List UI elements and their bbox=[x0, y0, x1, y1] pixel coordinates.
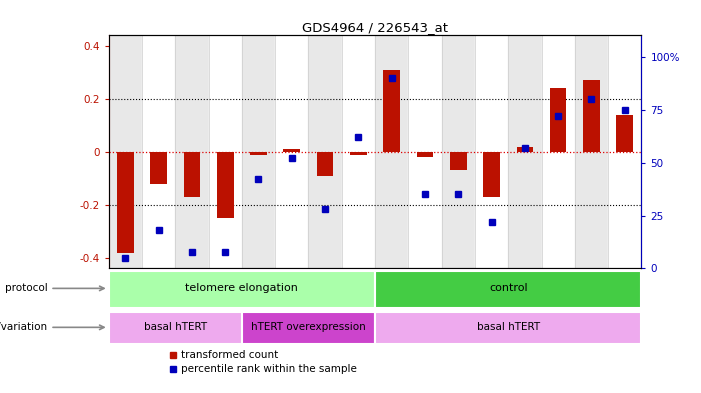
Bar bbox=[184, 152, 200, 197]
Bar bbox=[450, 152, 467, 171]
Bar bbox=[517, 147, 533, 152]
Bar bbox=[483, 152, 500, 197]
Text: control: control bbox=[489, 283, 528, 294]
Bar bbox=[409, 35, 442, 268]
Bar bbox=[616, 115, 633, 152]
Bar bbox=[350, 152, 367, 154]
Text: percentile rank within the sample: percentile rank within the sample bbox=[181, 364, 356, 374]
Text: hTERT overexpression: hTERT overexpression bbox=[251, 322, 366, 332]
Bar bbox=[475, 35, 508, 268]
Bar bbox=[209, 35, 242, 268]
Bar bbox=[608, 35, 641, 268]
Bar bbox=[442, 35, 475, 268]
Text: telomere elongation: telomere elongation bbox=[185, 283, 299, 294]
Bar bbox=[109, 35, 142, 268]
Bar bbox=[342, 35, 375, 268]
Text: basal hTERT: basal hTERT bbox=[477, 322, 540, 332]
Bar bbox=[317, 152, 334, 176]
Text: transformed count: transformed count bbox=[181, 350, 278, 360]
Bar bbox=[383, 70, 400, 152]
Bar bbox=[575, 35, 608, 268]
Bar bbox=[242, 312, 375, 344]
Bar bbox=[583, 81, 600, 152]
Bar bbox=[375, 270, 641, 308]
Text: basal hTERT: basal hTERT bbox=[144, 322, 207, 332]
Bar bbox=[109, 270, 375, 308]
Bar bbox=[308, 35, 342, 268]
Bar bbox=[217, 152, 233, 218]
Bar bbox=[150, 152, 167, 184]
Bar bbox=[375, 35, 409, 268]
Bar bbox=[416, 152, 433, 157]
Bar bbox=[175, 35, 209, 268]
Bar bbox=[283, 149, 300, 152]
Title: GDS4964 / 226543_at: GDS4964 / 226543_at bbox=[302, 21, 448, 34]
Bar bbox=[142, 35, 175, 268]
Bar bbox=[250, 152, 267, 154]
Bar bbox=[508, 35, 542, 268]
Text: protocol: protocol bbox=[5, 283, 104, 294]
Bar bbox=[242, 35, 275, 268]
Bar bbox=[542, 35, 575, 268]
Bar bbox=[375, 312, 641, 344]
Text: genotype/variation: genotype/variation bbox=[0, 322, 104, 332]
Bar bbox=[117, 152, 134, 253]
Bar bbox=[275, 35, 308, 268]
Bar bbox=[109, 312, 242, 344]
Bar bbox=[550, 88, 566, 152]
